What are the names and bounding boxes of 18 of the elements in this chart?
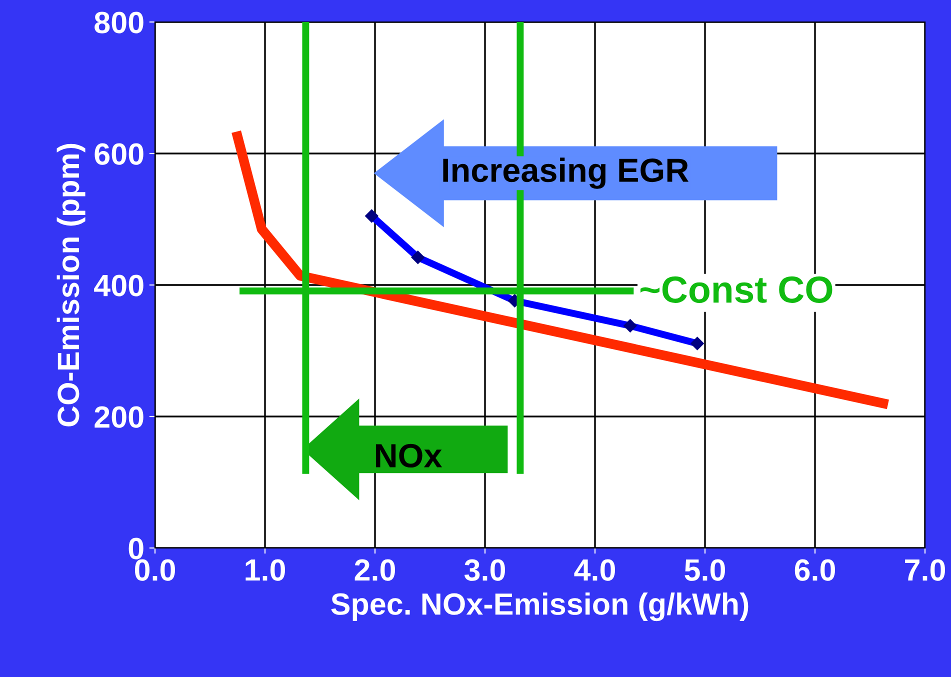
- x-tick-label: 5.0: [684, 559, 725, 581]
- annotation: Increasing EGR: [443, 158, 689, 189]
- y-tick-label: 800: [94, 12, 144, 34]
- y-tick-label: 200: [94, 406, 144, 428]
- x-axis-title: Spec. NOx-Emission (g/kWh): [331, 592, 748, 622]
- x-tick-label: 7.0: [905, 559, 945, 581]
- annotation: NOx: [376, 444, 442, 468]
- x-tick-label: 3.0: [464, 559, 505, 581]
- x-tick-label: 4.0: [574, 559, 615, 581]
- y-tick-label: 600: [94, 143, 144, 165]
- y-axis-title: CO-Emission (ppm): [56, 144, 86, 426]
- y-tick-label: 400: [94, 274, 144, 296]
- annotation: ~Const CO: [640, 276, 832, 303]
- x-tick-label: 0.0: [134, 559, 175, 581]
- y-tick-label: 0: [128, 538, 144, 560]
- x-tick-label: 2.0: [354, 559, 395, 581]
- x-tick-label: 6.0: [794, 559, 835, 581]
- x-tick-label: 1.0: [246, 559, 285, 581]
